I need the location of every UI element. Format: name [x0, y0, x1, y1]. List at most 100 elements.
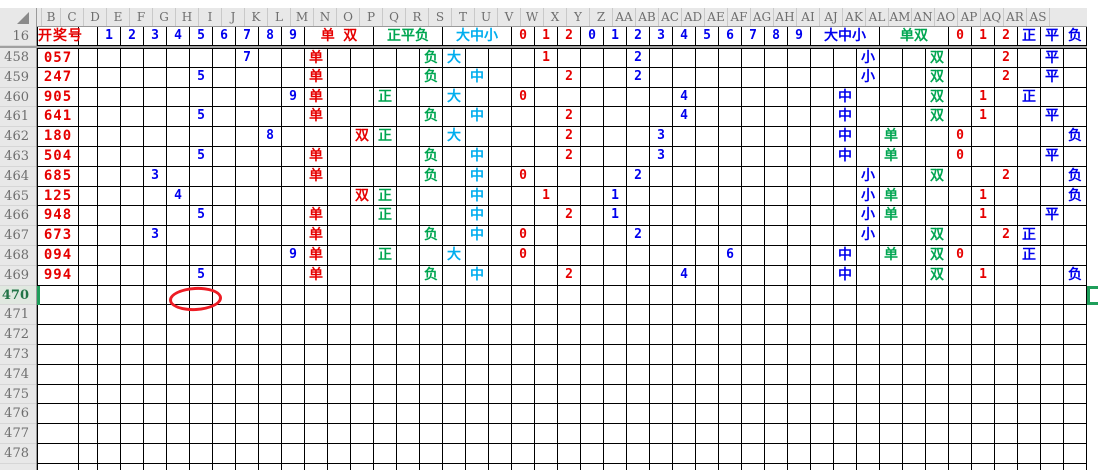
cell-AD478[interactable]: [719, 444, 742, 464]
cell-V476[interactable]: [535, 404, 558, 425]
cell-AO459[interactable]: [972, 67, 995, 88]
cell-Z465[interactable]: [627, 186, 650, 207]
cell-AN475[interactable]: [949, 384, 972, 405]
cell-L472[interactable]: [305, 325, 328, 345]
cell-U468[interactable]: 0: [512, 246, 535, 266]
cell-AQ468[interactable]: 正: [1018, 246, 1041, 266]
cell-G465[interactable]: [190, 186, 213, 207]
cell-AD470[interactable]: [719, 285, 742, 306]
cell-M474[interactable]: [328, 364, 351, 385]
cell-AO464[interactable]: [972, 166, 995, 187]
cell-V471[interactable]: [535, 305, 558, 326]
cell-AI464[interactable]: [834, 166, 857, 187]
cell-T477[interactable]: [489, 424, 512, 444]
cell-AB472[interactable]: [673, 325, 696, 345]
cell-A477[interactable]: [37, 424, 79, 444]
cell-M466[interactable]: [328, 206, 351, 227]
cell-AG458[interactable]: [788, 48, 811, 68]
cell-C470[interactable]: [98, 285, 121, 306]
cell-K-x[interactable]: [282, 463, 305, 470]
cell-N478[interactable]: [351, 444, 374, 464]
cell-AI468[interactable]: 中: [834, 246, 857, 266]
cell-AF473[interactable]: [765, 345, 788, 365]
column-header-E[interactable]: E: [107, 8, 130, 26]
cell-AG470[interactable]: [788, 285, 811, 306]
cell-G469[interactable]: 5: [190, 265, 213, 286]
cell-AL461[interactable]: [903, 107, 926, 128]
cell-AJ462[interactable]: [857, 127, 880, 147]
cell-Q473[interactable]: [420, 345, 443, 365]
cell-AP470[interactable]: [995, 285, 1018, 306]
cell-U467[interactable]: 0: [512, 226, 535, 246]
row-header-473[interactable]: 473: [0, 345, 36, 365]
cell-S460[interactable]: [466, 87, 489, 108]
column-header-D[interactable]: D: [84, 8, 107, 26]
cell-I469[interactable]: [236, 265, 259, 286]
row-header-470[interactable]: 470: [0, 285, 36, 306]
cell-AH16-merged[interactable]: 大中小: [811, 27, 880, 46]
cell-L474[interactable]: [305, 364, 328, 385]
cell-AB16[interactable]: 4: [673, 27, 696, 46]
cell-AM458[interactable]: 双: [926, 48, 949, 68]
cell-F466[interactable]: [167, 206, 190, 227]
cell-R463[interactable]: [443, 147, 466, 167]
cell-J463[interactable]: [259, 147, 282, 167]
cell-L464[interactable]: 单: [305, 166, 328, 187]
cell-S464[interactable]: 中: [466, 166, 489, 187]
cell-J460[interactable]: [259, 87, 282, 108]
row-header-466[interactable]: 466: [0, 206, 36, 227]
cell-M473[interactable]: [328, 345, 351, 365]
cell-D464[interactable]: [121, 166, 144, 187]
cell-AE477[interactable]: [742, 424, 765, 444]
cell-I467[interactable]: [236, 226, 259, 246]
cell-AI478[interactable]: [834, 444, 857, 464]
cell-AN465[interactable]: [949, 186, 972, 207]
cell-AB465[interactable]: [673, 186, 696, 207]
cell-Y-x[interactable]: [604, 463, 627, 470]
cell-AG460[interactable]: [788, 87, 811, 108]
cell-F458[interactable]: [167, 48, 190, 68]
cell-G471[interactable]: [190, 305, 213, 326]
cell-AC460[interactable]: [696, 87, 719, 108]
cell-O473[interactable]: [374, 345, 397, 365]
cell-T458[interactable]: [489, 48, 512, 68]
cell-M-x[interactable]: [328, 463, 351, 470]
cell-R16-merged[interactable]: 大中小: [443, 27, 512, 46]
cell-AA470[interactable]: [650, 285, 673, 306]
row-header-468[interactable]: 468: [0, 246, 36, 266]
cell-AI472[interactable]: [834, 325, 857, 345]
cell-X469[interactable]: [581, 265, 604, 286]
cell-AS478[interactable]: [1064, 444, 1087, 464]
cell-T467[interactable]: [489, 226, 512, 246]
column-header-H[interactable]: H: [176, 8, 199, 26]
column-header-AR[interactable]: AR: [1004, 8, 1027, 26]
cell-M459[interactable]: [328, 67, 351, 88]
cell-AN477[interactable]: [949, 424, 972, 444]
cell-O466[interactable]: 正: [374, 206, 397, 227]
cell-AK472[interactable]: [880, 325, 903, 345]
row-header-463[interactable]: 463: [0, 147, 36, 167]
cell-W-x[interactable]: [558, 463, 581, 470]
cell-A470[interactable]: [37, 285, 79, 306]
cell-L458[interactable]: 单: [305, 48, 328, 68]
cell-AG471[interactable]: [788, 305, 811, 326]
cell-Q468[interactable]: [420, 246, 443, 266]
cell-K468[interactable]: 9: [282, 246, 305, 266]
cell-AC466[interactable]: [696, 206, 719, 227]
cell-O476[interactable]: [374, 404, 397, 425]
cell-U459[interactable]: [512, 67, 535, 88]
cell-N461[interactable]: [351, 107, 374, 128]
cell-K459[interactable]: [282, 67, 305, 88]
cell-A476[interactable]: [37, 404, 79, 425]
cell-M462[interactable]: [328, 127, 351, 147]
cell-Q469[interactable]: 负: [420, 265, 443, 286]
cell-M467[interactable]: [328, 226, 351, 246]
cell-AD462[interactable]: [719, 127, 742, 147]
cell-AR472[interactable]: [1041, 325, 1064, 345]
cell-AS469[interactable]: 负: [1064, 265, 1087, 286]
cell-AF476[interactable]: [765, 404, 788, 425]
cell-AP469[interactable]: [995, 265, 1018, 286]
cell-W465[interactable]: [558, 186, 581, 207]
cell-P476[interactable]: [397, 404, 420, 425]
cell-J478[interactable]: [259, 444, 282, 464]
